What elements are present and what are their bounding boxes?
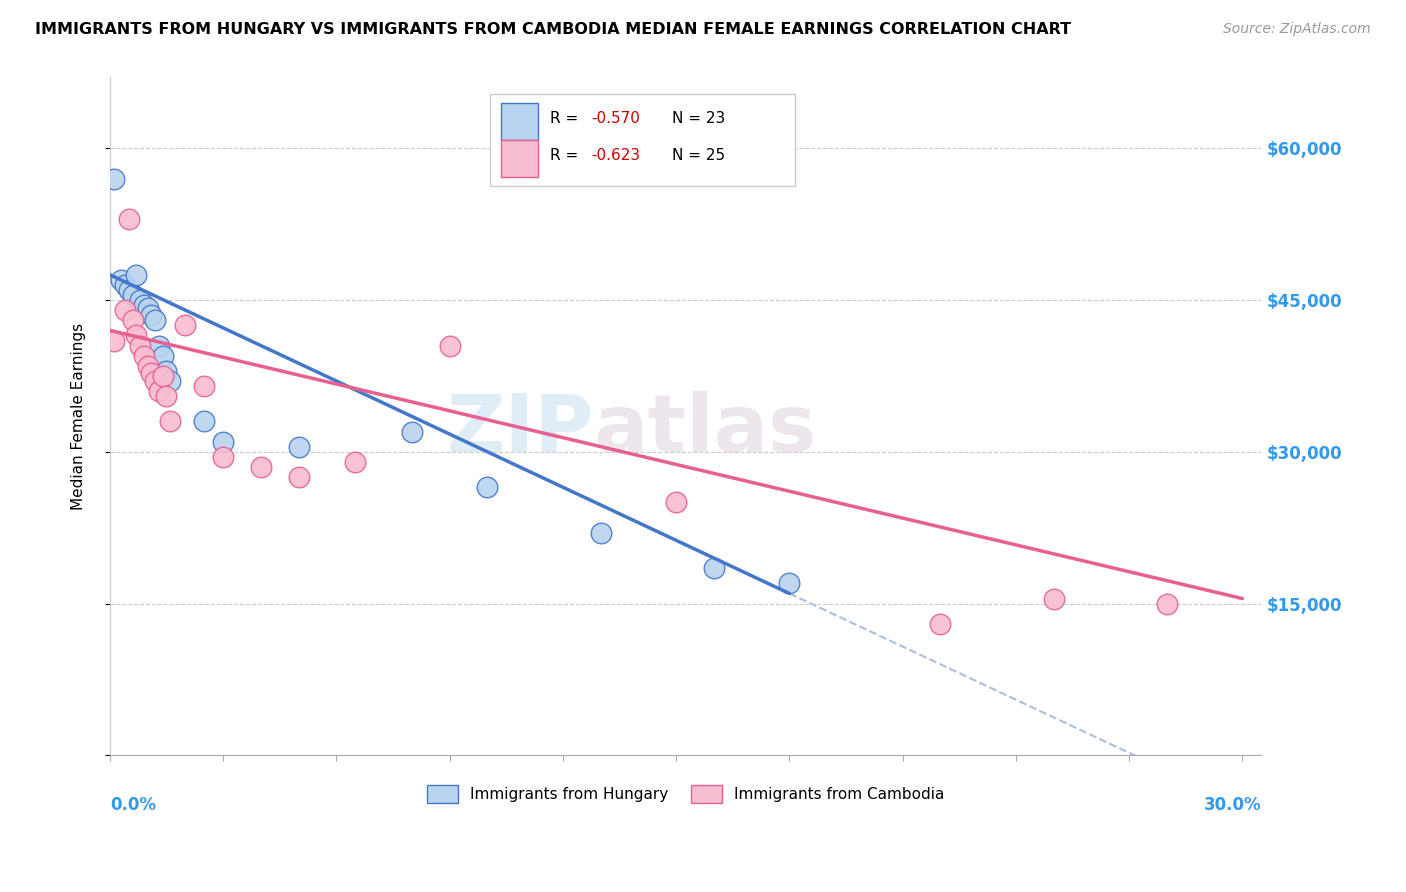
- Text: N = 23: N = 23: [672, 111, 725, 126]
- Point: [159, 374, 181, 388]
- Point: [125, 268, 148, 282]
- Point: [141, 366, 163, 380]
- Point: [132, 298, 155, 312]
- Point: [132, 349, 155, 363]
- Point: [1156, 597, 1178, 611]
- Point: [141, 308, 163, 322]
- Point: [250, 460, 273, 475]
- Point: [477, 480, 499, 494]
- Point: [148, 338, 170, 352]
- Text: ZIP: ZIP: [446, 391, 593, 469]
- Point: [114, 277, 136, 292]
- Text: N = 25: N = 25: [672, 148, 725, 163]
- FancyBboxPatch shape: [489, 95, 794, 186]
- Point: [344, 455, 367, 469]
- FancyBboxPatch shape: [502, 103, 538, 140]
- Legend: Immigrants from Hungary, Immigrants from Cambodia: Immigrants from Hungary, Immigrants from…: [420, 779, 950, 809]
- Point: [212, 434, 235, 449]
- Point: [103, 334, 125, 348]
- Point: [103, 171, 125, 186]
- Point: [193, 379, 215, 393]
- Point: [174, 318, 197, 333]
- Point: [121, 313, 143, 327]
- Point: [287, 470, 309, 484]
- Point: [110, 273, 132, 287]
- Text: 0.0%: 0.0%: [110, 796, 156, 814]
- Point: [159, 414, 181, 428]
- Point: [287, 440, 309, 454]
- Point: [152, 368, 174, 383]
- Point: [129, 338, 152, 352]
- Point: [401, 425, 423, 439]
- Point: [439, 338, 461, 352]
- FancyBboxPatch shape: [502, 140, 538, 178]
- Point: [589, 525, 612, 540]
- Point: [121, 288, 143, 302]
- Point: [212, 450, 235, 464]
- Point: [152, 349, 174, 363]
- Point: [155, 389, 177, 403]
- Point: [114, 303, 136, 318]
- Point: [929, 616, 952, 631]
- Point: [125, 328, 148, 343]
- Point: [118, 212, 141, 227]
- Text: -0.570: -0.570: [591, 111, 640, 126]
- Text: 30.0%: 30.0%: [1204, 796, 1261, 814]
- Point: [155, 364, 177, 378]
- Point: [778, 576, 800, 591]
- Text: IMMIGRANTS FROM HUNGARY VS IMMIGRANTS FROM CAMBODIA MEDIAN FEMALE EARNINGS CORRE: IMMIGRANTS FROM HUNGARY VS IMMIGRANTS FR…: [35, 22, 1071, 37]
- Point: [136, 359, 159, 373]
- Point: [143, 313, 166, 327]
- Point: [143, 374, 166, 388]
- Text: Source: ZipAtlas.com: Source: ZipAtlas.com: [1223, 22, 1371, 37]
- Point: [665, 495, 688, 509]
- Point: [1042, 591, 1064, 606]
- Y-axis label: Median Female Earnings: Median Female Earnings: [72, 323, 86, 510]
- Point: [148, 384, 170, 398]
- Point: [118, 283, 141, 297]
- Text: -0.623: -0.623: [591, 148, 640, 163]
- Text: R =: R =: [550, 148, 583, 163]
- Text: atlas: atlas: [593, 391, 817, 469]
- Point: [129, 293, 152, 307]
- Point: [193, 414, 215, 428]
- Point: [136, 301, 159, 315]
- Text: R =: R =: [550, 111, 583, 126]
- Point: [703, 561, 725, 575]
